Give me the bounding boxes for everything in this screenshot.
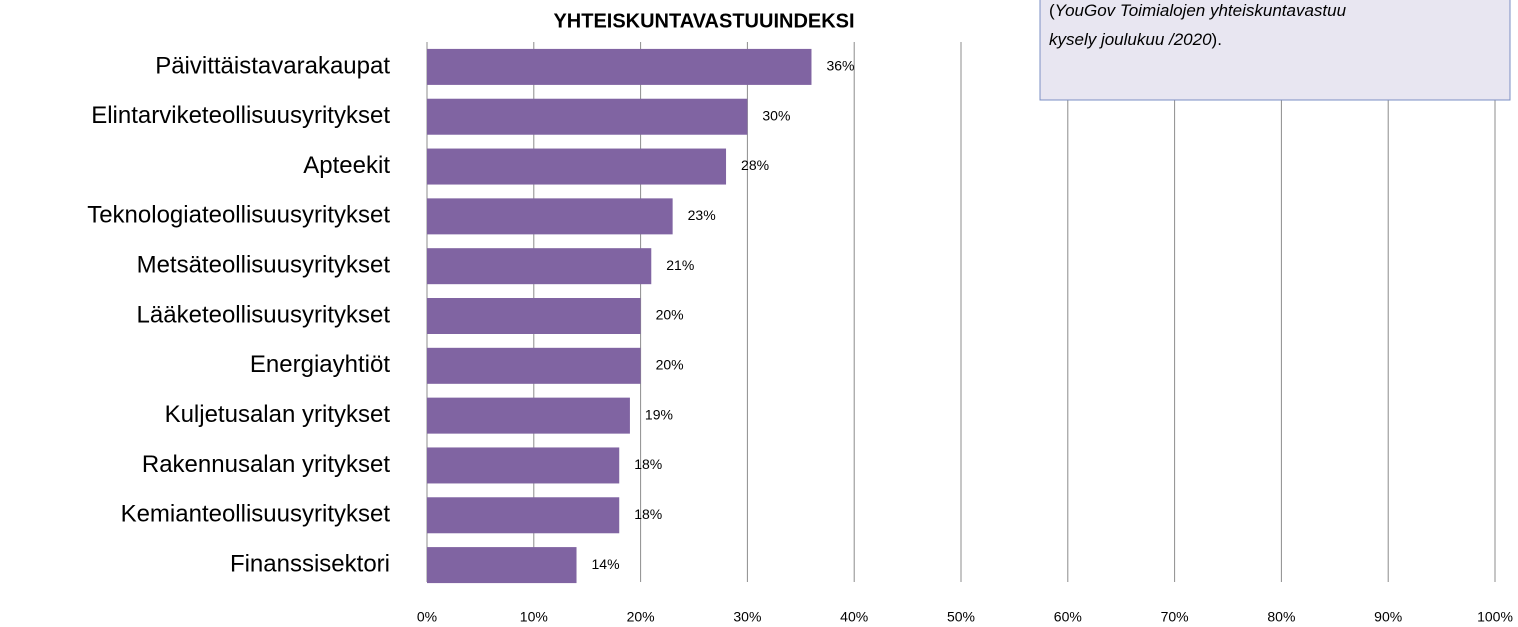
category-label: Kuljetusalan yritykset: [165, 401, 391, 428]
x-tick-label: 60%: [1054, 609, 1082, 625]
x-tick-label: 10%: [520, 609, 548, 625]
x-tick-label: 80%: [1267, 609, 1295, 625]
x-tick-label: 70%: [1161, 609, 1189, 625]
x-tick-label: 20%: [627, 609, 655, 625]
category-label: Rakennusalan yritykset: [142, 451, 390, 478]
category-label: Kemianteollisuusyritykset: [121, 501, 391, 528]
data-label: 20%: [656, 307, 684, 323]
bar: [427, 447, 620, 484]
x-tick-label: 0%: [417, 609, 437, 625]
note-text: (: [1049, 1, 1055, 20]
x-tick-label: 100%: [1477, 609, 1513, 625]
bar: [427, 497, 620, 534]
note-box: [1039, 0, 1511, 101]
chart-title: YHTEISKUNTAVASTUUINDEKSI: [553, 10, 854, 32]
data-label: 21%: [666, 257, 694, 273]
x-tick-label: 40%: [840, 609, 868, 625]
data-label: 23%: [688, 207, 716, 223]
bar: [427, 248, 652, 285]
category-label: Lääketeollisuusyritykset: [137, 301, 391, 328]
data-label: 18%: [634, 506, 662, 522]
bar: [427, 148, 727, 185]
note-line: kysely joulukuu /2020).: [1049, 30, 1222, 49]
x-tick-label: 90%: [1374, 609, 1402, 625]
category-label: Päivittäistavarakaupat: [155, 52, 390, 79]
bar: [427, 98, 748, 135]
bar: [427, 198, 673, 235]
bar: [427, 298, 641, 334]
category-label: Teknologiateollisuusyritykset: [87, 202, 390, 229]
data-label: 19%: [645, 406, 673, 422]
data-label: 20%: [656, 357, 684, 373]
note-text: kysely joulukuu /2020: [1049, 30, 1212, 49]
category-label: Metsäteollisuusyritykset: [137, 252, 391, 279]
data-label: 18%: [634, 456, 662, 472]
category-label: Finanssisektori: [230, 550, 390, 577]
category-label: Elintarviketeollisuusyritykset: [91, 102, 390, 129]
data-label: 28%: [741, 157, 769, 173]
note-text: YouGov Toimialojen yhteiskuntavastuu: [1055, 1, 1347, 20]
bar: [427, 397, 630, 434]
x-tick-label: 30%: [733, 609, 761, 625]
note-line: (YouGov Toimialojen yhteiskuntavastuu: [1049, 1, 1347, 20]
bar: [427, 347, 641, 384]
category-label: Energiayhtiöt: [250, 351, 390, 378]
data-label: 30%: [762, 107, 790, 123]
x-tick-label: 50%: [947, 609, 975, 625]
data-label: 36%: [826, 58, 854, 74]
plot: [427, 48, 812, 584]
category-label: Apteekit: [303, 152, 390, 179]
bar: [427, 547, 577, 584]
note-text: ).: [1212, 30, 1222, 49]
data-label: 14%: [592, 556, 620, 572]
bar: [427, 48, 812, 85]
